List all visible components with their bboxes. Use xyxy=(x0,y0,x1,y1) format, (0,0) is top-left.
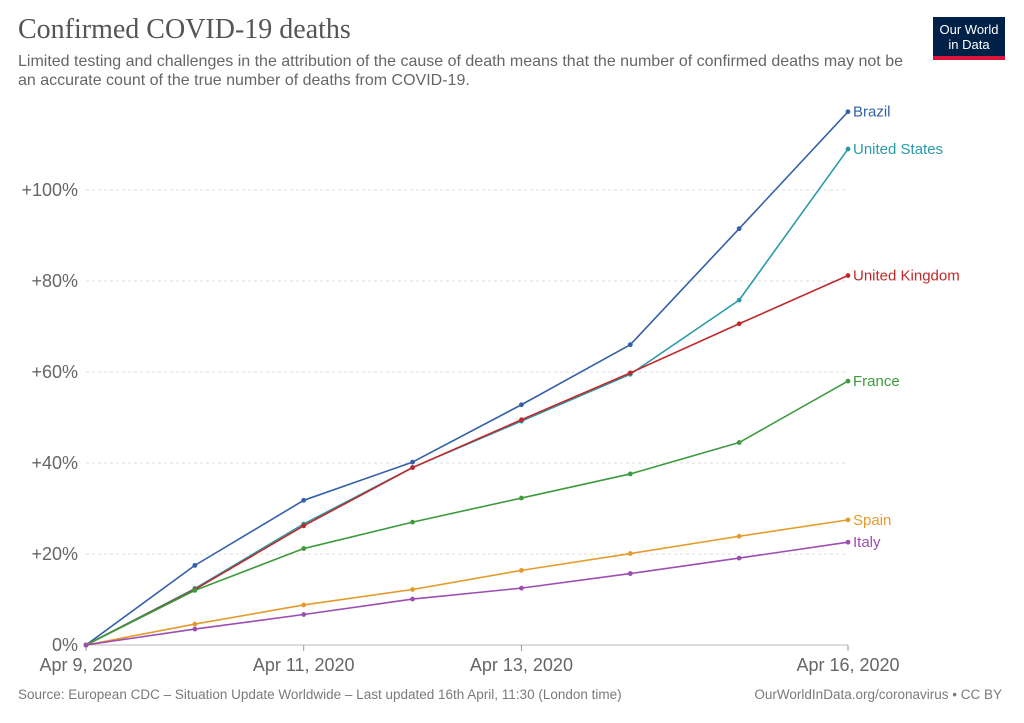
series-label-italy: Italy xyxy=(853,534,881,551)
data-point-france xyxy=(845,378,851,384)
x-tick-label: Apr 11, 2020 xyxy=(253,655,355,675)
series-line-brazil xyxy=(85,111,849,646)
data-point-spain xyxy=(627,551,633,556)
series-line-spain xyxy=(85,519,849,646)
data-point-united-kingdom xyxy=(301,523,307,529)
data-point-france xyxy=(192,588,198,593)
series-line-united-kingdom xyxy=(85,274,849,646)
data-point-brazil xyxy=(410,459,415,465)
data-point-united-states xyxy=(736,297,742,303)
series-label-brazil: Brazil xyxy=(853,104,891,121)
logo-line-1: Our World xyxy=(939,22,999,37)
data-point-brazil xyxy=(845,109,851,115)
series-label-united-kingdom: United Kingdom xyxy=(853,268,960,285)
data-point-united-kingdom xyxy=(627,370,633,376)
data-point-italy xyxy=(301,612,307,617)
data-point-brazil xyxy=(301,497,307,503)
series-line-italy xyxy=(85,541,849,646)
series-line-united-states xyxy=(85,148,849,646)
owid-link[interactable]: OurWorldInData.org/coronavirus • CC BY xyxy=(754,687,1002,702)
y-tick-label: +40% xyxy=(31,453,78,473)
y-tick-label: +100% xyxy=(21,180,78,200)
gridlines xyxy=(86,189,848,646)
x-tick-label: Apr 9, 2020 xyxy=(39,655,132,675)
data-point-spain xyxy=(410,587,415,592)
data-point-brazil xyxy=(627,342,633,348)
data-point-italy xyxy=(845,539,851,545)
logo-line-2: in Data xyxy=(948,37,990,52)
data-point-united-kingdom xyxy=(736,321,742,327)
x-tick-label: Apr 16, 2020 xyxy=(796,655,899,675)
data-point-italy xyxy=(410,596,415,602)
data-point-italy xyxy=(627,571,633,576)
owid-logo[interactable]: Our World in Data xyxy=(933,17,1005,60)
series-line-france xyxy=(85,380,849,646)
chart-subtitle: Limited testing and challenges in the at… xyxy=(18,53,903,89)
series-label-united-states: United States xyxy=(853,141,943,158)
data-point-italy xyxy=(519,585,524,591)
series-label-france: France xyxy=(853,373,900,390)
data-point-italy xyxy=(83,642,89,648)
data-point-united-kingdom xyxy=(519,417,524,423)
data-point-brazil xyxy=(192,562,198,568)
y-tick-label: 0% xyxy=(52,635,78,655)
data-point-brazil xyxy=(519,402,524,408)
data-point-spain xyxy=(192,621,198,627)
data-point-france xyxy=(736,440,742,445)
data-point-united-kingdom xyxy=(410,465,415,470)
data-point-italy xyxy=(192,626,198,632)
data-point-united-states xyxy=(845,146,851,152)
series-lines xyxy=(83,109,851,648)
data-point-france xyxy=(410,519,415,525)
data-point-italy xyxy=(736,555,742,561)
data-point-spain xyxy=(736,533,742,539)
chart-title: Confirmed COVID-19 deaths xyxy=(18,14,351,45)
data-point-france xyxy=(301,546,307,551)
data-point-france xyxy=(627,471,633,477)
data-point-france xyxy=(519,495,524,501)
x-tick-label: Apr 13, 2020 xyxy=(470,655,573,675)
data-point-spain xyxy=(519,567,524,573)
line-chart: 0% +20% +40% +60% +80% +100% Apr 9, 2020 Apr 1… xyxy=(21,104,960,675)
data-point-spain xyxy=(845,517,851,523)
data-point-spain xyxy=(301,602,307,608)
series-label-spain: Spain xyxy=(853,512,891,529)
data-point-united-kingdom xyxy=(845,273,851,278)
y-axis: 0% +20% +40% +60% +80% +100% xyxy=(21,180,78,655)
source-note: Source: European CDC – Situation Update … xyxy=(18,687,622,702)
data-point-brazil xyxy=(736,226,742,232)
series-labels: Brazil United States United Kingdom France S… xyxy=(853,104,960,551)
y-tick-label: +80% xyxy=(31,271,78,291)
y-tick-label: +60% xyxy=(31,362,78,382)
x-axis: Apr 9, 2020 Apr 11, 2020 Apr 13, 2020 Apr 1… xyxy=(39,645,900,675)
y-tick-label: +20% xyxy=(31,544,78,564)
